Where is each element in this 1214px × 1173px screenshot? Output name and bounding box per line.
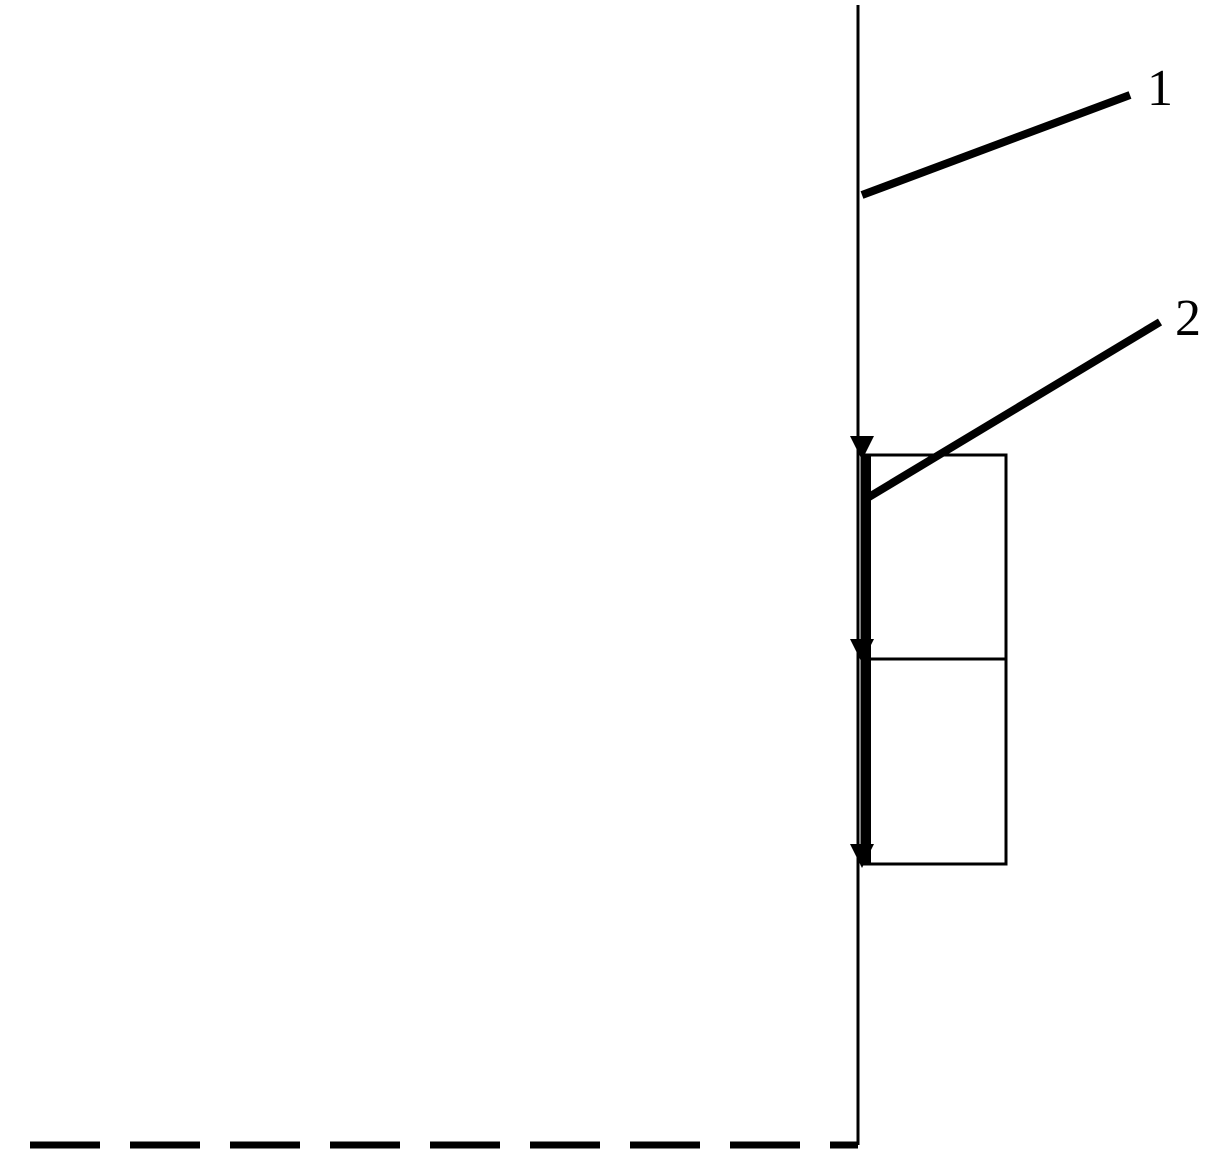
diagram-root: 12 xyxy=(0,0,1214,1173)
label-1: 1 xyxy=(1147,60,1173,117)
canvas-bg xyxy=(0,0,1214,1173)
label-2: 2 xyxy=(1175,290,1201,347)
